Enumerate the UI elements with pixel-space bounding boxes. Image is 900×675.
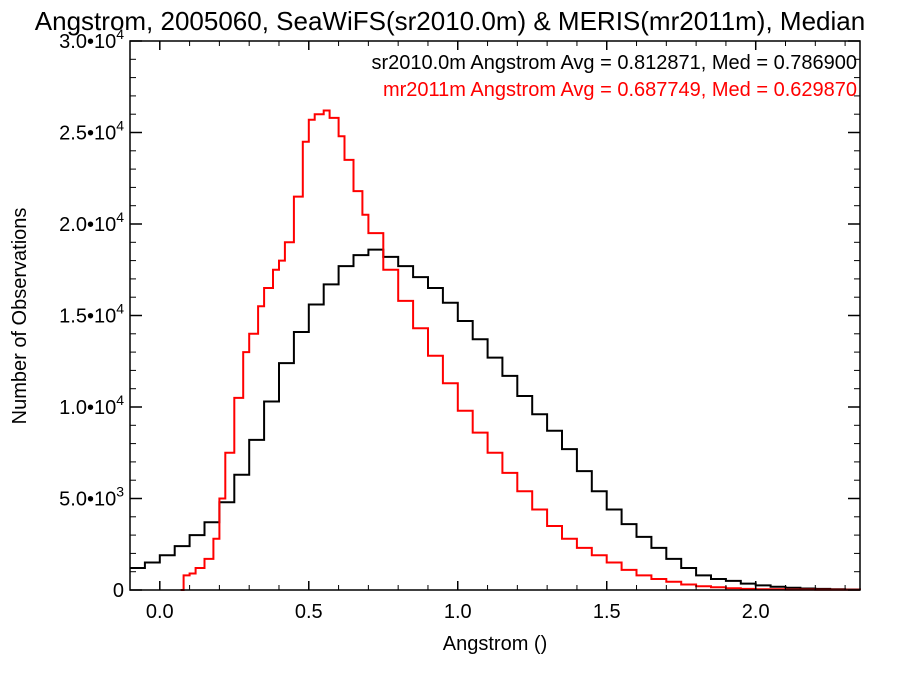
legend-entry-mr2011: mr2011m Angstrom Avg = 0.687749, Med = 0…: [383, 79, 857, 101]
y-tick-exponent: 4: [116, 209, 124, 225]
y-tick-mantissa: 2.5•10: [59, 123, 116, 145]
y-tick-exponent: 4: [116, 118, 124, 134]
y-axis-label: Number of Observations: [9, 208, 31, 425]
y-tick-mantissa: 5.0•10: [59, 489, 116, 511]
y-tick-label: 5.0•103: [59, 484, 124, 511]
y-tick-mantissa: 1.0•10: [59, 397, 116, 419]
x-tick-label: 0.0: [146, 601, 174, 623]
y-tick-exponent: 4: [116, 26, 124, 42]
plot-frame: [129, 40, 861, 591]
y-tick-label: 2.0•104: [59, 209, 124, 236]
x-axis-label: Angstrom (): [443, 633, 547, 655]
y-ticks: 05.0•1031.0•1041.5•1042.0•1042.5•1043.0•…: [59, 26, 860, 602]
x-tick-label: 0.5: [295, 601, 323, 623]
y-tick-exponent: 3: [116, 484, 124, 500]
y-tick-label: 1.0•104: [59, 392, 124, 419]
y-tick-mantissa: 2.0•10: [59, 214, 116, 236]
series-line-sr2010.0m: [130, 248, 861, 591]
x-tick-label: 2.0: [742, 601, 770, 623]
series-line-mr2011m: [180, 109, 861, 591]
y-tick-mantissa: 1.5•10: [59, 306, 116, 328]
x-tick-label: 1.5: [593, 601, 621, 623]
y-tick-exponent: 4: [116, 301, 124, 317]
y-tick-exponent: 4: [116, 392, 124, 408]
legend-entry-sr2010: sr2010.0m Angstrom Avg = 0.812871, Med =…: [371, 52, 857, 74]
x-ticks: 0.0 0.5 1.0 1.5 2.0: [129, 41, 846, 623]
y-tick-label: 0: [113, 580, 124, 602]
series-layer: [130, 109, 861, 591]
y-tick-mantissa: 3.0•10: [59, 31, 116, 53]
x-tick-label: 1.0: [444, 601, 472, 623]
y-tick-label: 3.0•104: [59, 26, 124, 53]
y-tick-label: 2.5•104: [59, 118, 124, 145]
chart-title: Angstrom, 2005060, SeaWiFS(sr2010.0m) & …: [35, 6, 865, 36]
y-tick-label: 1.5•104: [59, 301, 124, 328]
